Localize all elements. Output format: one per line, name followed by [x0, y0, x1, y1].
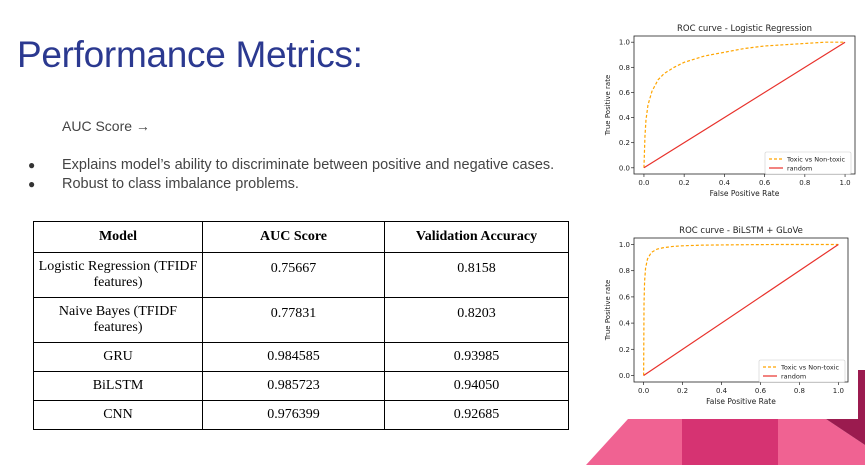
roc-curve-series — [643, 243, 839, 376]
cell-accuracy: 0.92685 — [384, 400, 569, 430]
column-header-model: Model — [33, 221, 203, 253]
cell-model: BiLSTM — [33, 371, 203, 401]
x-tick-label: 0.2 — [677, 387, 688, 395]
bullet-icon: ● — [28, 157, 36, 172]
x-axis-label: False Positive Rate — [710, 189, 780, 198]
table-header-row: Model AUC Score Validation Accuracy — [33, 221, 569, 253]
cell-model: CNN — [33, 400, 203, 430]
cell-auc: 0.985723 — [202, 371, 385, 401]
plot-frame — [633, 237, 849, 383]
y-tick-label: 0.8 — [619, 267, 630, 275]
bullet-text: Robust to class imbalance problems. — [62, 175, 299, 192]
cell-accuracy: 0.8203 — [384, 297, 569, 343]
y-tick-label: 0.4 — [619, 320, 631, 328]
x-tick-label: 1.0 — [839, 179, 850, 187]
chart-title: ROC curve - BiLSTM + GLoVe — [679, 226, 803, 236]
cell-model: Logistic Regression (TFIDF features) — [33, 252, 203, 298]
legend-label: random — [781, 373, 806, 381]
random-baseline-series — [643, 243, 839, 377]
cell-auc: 0.976399 — [202, 400, 385, 430]
x-tick-label: 0.6 — [755, 387, 767, 395]
bullet-item: ● Explains model’s ability to discrimina… — [28, 155, 554, 174]
roc-chart-logistic-regression: ROC curve - Logistic Regression 0.0 0.2 0.4… — [604, 24, 856, 198]
y-tick-label: 1.0 — [619, 39, 630, 47]
deco-shape-dark-bar — [858, 370, 865, 419]
table-row: GRU 0.984585 0.93985 — [33, 342, 569, 372]
bullet-icon: ● — [28, 176, 36, 191]
table-row: CNN 0.976399 0.92685 — [33, 400, 569, 430]
deco-shape-pink — [586, 419, 682, 465]
bullet-item: ● Robust to class imbalance problems. — [28, 174, 554, 193]
cell-accuracy: 0.94050 — [384, 371, 569, 401]
x-tick-label: 1.0 — [833, 387, 844, 395]
legend-label: random — [787, 165, 812, 173]
x-tick-label: 0.2 — [679, 179, 690, 187]
plot-frame — [633, 35, 856, 175]
y-tick-label: 0.0 — [619, 372, 630, 380]
deco-shape-mid — [682, 419, 778, 465]
table-row: Naive Bayes (TFIDF features) 0.77831 0.8… — [33, 297, 569, 343]
legend-label: Toxic vs Non-toxic — [780, 364, 840, 372]
page-title: Performance Metrics: — [17, 34, 363, 75]
x-axis-label: False Positive Rate — [706, 397, 776, 406]
x-tick-label: 0.8 — [794, 387, 805, 395]
x-tick-label: 0.0 — [638, 179, 649, 187]
x-tick-label: 0.0 — [638, 387, 649, 395]
table-row: BiLSTM 0.985723 0.94050 — [33, 371, 569, 401]
y-tick-label: 0.4 — [619, 114, 631, 122]
x-tick-label: 0.4 — [716, 387, 728, 395]
roc-curve-series — [643, 41, 846, 168]
table-row: Logistic Regression (TFIDF features) 0.7… — [33, 252, 569, 298]
legend-box — [764, 151, 852, 175]
column-header-auc: AUC Score — [202, 221, 385, 253]
y-tick-label: 0.2 — [619, 346, 630, 354]
cell-auc: 0.77831 — [202, 297, 385, 343]
cell-accuracy: 0.93985 — [384, 342, 569, 372]
metrics-table: Model AUC Score Validation Accuracy Logi… — [33, 221, 569, 430]
roc-chart-bilstm-glove: ROC curve - BiLSTM + GLoVe 0.0 0.2 0.4 0.6 0.… — [604, 226, 849, 406]
y-tick-label: 0.8 — [619, 64, 630, 72]
x-tick-label: 0.8 — [799, 179, 810, 187]
y-tick-label: 0.6 — [619, 293, 631, 301]
y-tick-label: 0.0 — [619, 164, 630, 172]
auc-score-label: AUC Score → — [62, 118, 150, 134]
random-baseline-series — [643, 41, 846, 169]
y-tick-label: 0.2 — [619, 139, 630, 147]
y-axis-label: True Positive rate — [604, 75, 612, 137]
bullet-list: ● Explains model’s ability to discrimina… — [28, 155, 554, 193]
y-tick-label: 0.6 — [619, 89, 631, 97]
cell-auc: 0.75667 — [202, 252, 385, 298]
cell-model: GRU — [33, 342, 203, 372]
cell-auc: 0.984585 — [202, 342, 385, 372]
bullet-text: Explains model’s ability to discriminate… — [62, 156, 555, 173]
legend-box — [758, 359, 846, 383]
chart-title: ROC curve - Logistic Regression — [677, 24, 812, 34]
y-tick-label: 1.0 — [619, 241, 630, 249]
x-tick-label: 0.6 — [759, 179, 771, 187]
y-axis-label: True Positive rate — [604, 280, 612, 342]
x-tick-label: 0.4 — [719, 179, 731, 187]
deco-shape-dark — [826, 419, 865, 445]
legend-label: Toxic vs Non-toxic — [786, 156, 846, 164]
